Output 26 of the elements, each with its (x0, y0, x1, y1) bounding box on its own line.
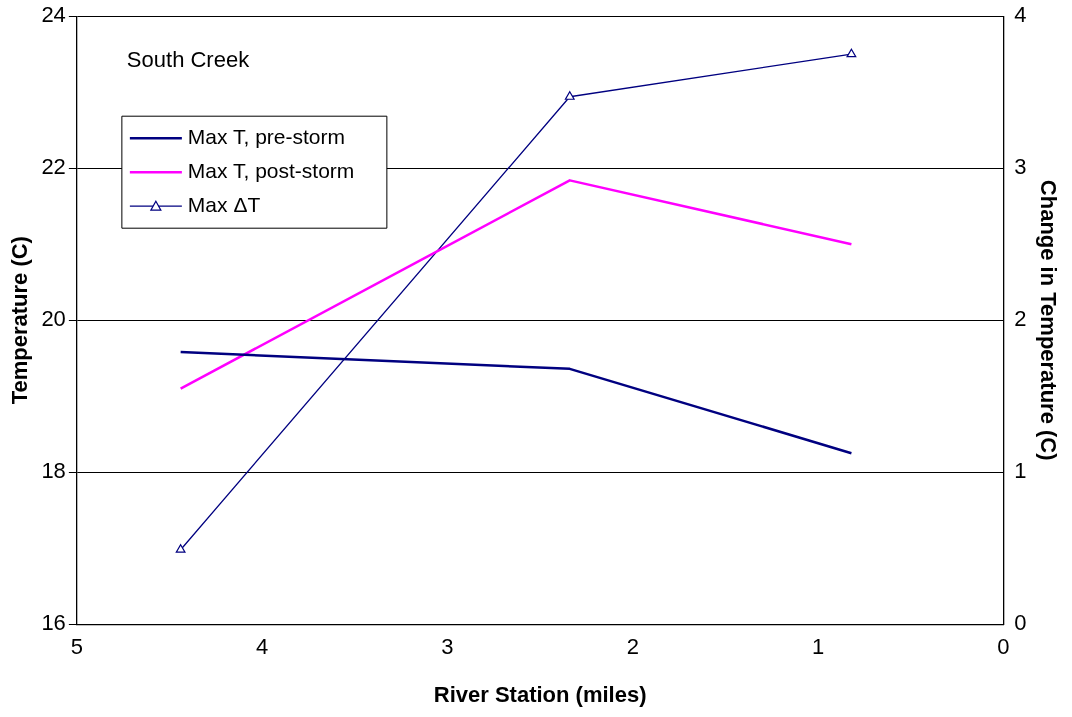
x-tick-label: 0 (997, 634, 1010, 660)
point (564, 91, 575, 100)
x-tick-label: 5 (70, 634, 83, 660)
y-axis-title: Temperature (C) (7, 236, 33, 405)
y2-tick-label: 1 (1014, 458, 1027, 484)
legend-label: Max T, pre-storm (187, 125, 346, 148)
y-tick-label: 20 (41, 306, 66, 332)
y2-tick-label: 3 (1014, 154, 1027, 180)
legend-label: Max T, post-storm (187, 159, 355, 182)
point (846, 48, 857, 58)
x-axis-title: River Station (miles) (433, 681, 647, 707)
y-tick-label: 22 (41, 154, 66, 180)
legend-label: Max ΔT (187, 193, 261, 216)
annotation: South Creek (126, 47, 251, 73)
y2-axis-title: Change in Temperature (C) (1035, 179, 1061, 461)
y2-tick-label: 0 (1014, 610, 1027, 636)
y2-tick-label: 2 (1014, 306, 1027, 332)
point (175, 544, 186, 553)
x-tick-label: 4 (256, 634, 269, 660)
y-tick-label: 18 (41, 458, 66, 484)
y2-tick-label: 4 (1014, 2, 1027, 28)
x-tick-label: 3 (441, 634, 454, 660)
x-tick-label: 2 (626, 634, 639, 660)
x-tick-label: 1 (811, 634, 825, 660)
y-tick-label: 16 (41, 610, 66, 636)
y-tick-label: 24 (41, 2, 66, 28)
